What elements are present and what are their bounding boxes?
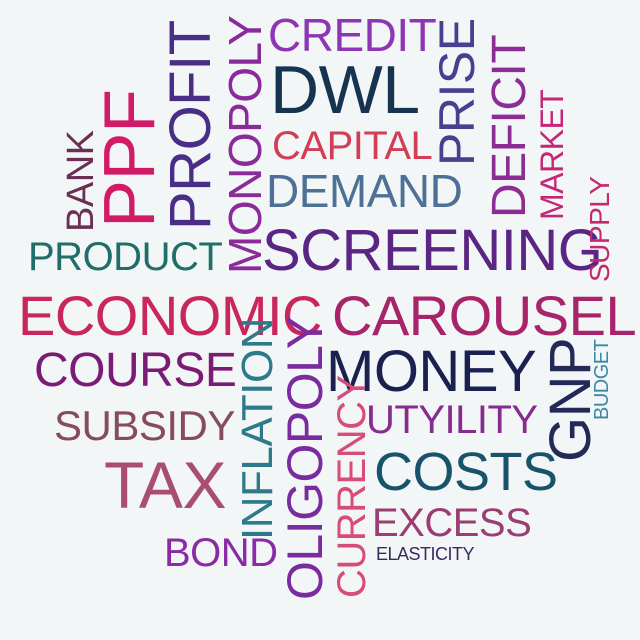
- word-currency: CURRENCY: [330, 375, 374, 598]
- word-budget: BUDGET: [591, 339, 613, 420]
- word-market: MARKET: [534, 89, 570, 220]
- word-profit: PROFIT: [158, 20, 223, 230]
- word-product: PRODUCT: [28, 235, 223, 279]
- word-ppf: PPF: [90, 89, 170, 228]
- word-dwl: DWL: [270, 52, 420, 128]
- word-deficit: DEFICIT: [483, 34, 536, 218]
- word-money: MONEY: [326, 339, 537, 404]
- word-subsidy: SUBSIDY: [54, 402, 235, 449]
- word-credit: CREDIT: [268, 9, 437, 61]
- word-screening: SCREENING: [262, 218, 603, 283]
- word-excess: EXCESS: [372, 501, 532, 545]
- word-economic: ECONOMIC: [18, 284, 323, 347]
- word-inflation: INFLATION: [233, 317, 282, 540]
- word-tax: TAX: [104, 448, 226, 522]
- word-capital: CAPITAL: [272, 124, 433, 168]
- word-monopoly: MONOPOLY: [219, 15, 271, 274]
- word-bond: BOND: [164, 531, 278, 575]
- word-elasticity: ELASTICITY: [376, 544, 475, 564]
- word-costs: COSTS: [374, 442, 558, 502]
- word-oligopoly: OLIGOPOLY: [277, 316, 333, 600]
- word-prise: PRISE: [429, 18, 485, 166]
- word-utyility: UTYILITY: [366, 398, 538, 442]
- word-supply: SUPPLY: [584, 176, 615, 282]
- word-course: COURSE: [34, 344, 237, 397]
- word-carousel: CAROUSEL: [332, 284, 637, 347]
- word-demand: DEMAND: [266, 165, 463, 217]
